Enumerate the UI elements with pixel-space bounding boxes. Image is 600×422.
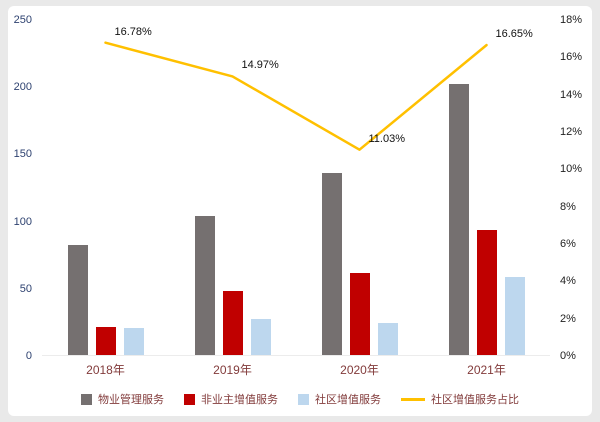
- legend-line-swatch: [401, 397, 425, 401]
- bar-社区增值服务: [250, 318, 271, 355]
- bar-物业管理服务: [194, 215, 215, 355]
- bar-group: [423, 20, 550, 355]
- left-axis-tick: 100: [13, 215, 32, 228]
- legend-label: 社区增值服务: [315, 394, 381, 406]
- legend-label: 非业主增值服务: [201, 394, 278, 406]
- right-axis-tick: 2%: [560, 312, 576, 325]
- right-axis-tick: 18%: [560, 14, 583, 26]
- legend-item-非业主增值服务: 非业主增值服务: [184, 391, 278, 407]
- legend: 物业管理服务 非业主增值服务 社区增值服务 社区增值服务占比: [8, 389, 592, 409]
- plot-area: 16.78% 14.97% 11.03% 16.65%: [42, 20, 550, 356]
- bar-非业主增值服务: [476, 230, 497, 355]
- legend-color-swatch: [184, 393, 195, 405]
- right-axis-tick: 4%: [560, 275, 576, 288]
- legend-color-swatch: [298, 393, 309, 405]
- chart-card: 0 50 100 150 200 250 0% 2% 4% 6% 8% 10% 12% 14% 16% 18…: [8, 6, 592, 416]
- line-point-label: 11.03%: [368, 132, 406, 145]
- left-axis-tick: 250: [13, 14, 32, 26]
- bar-非业主增值服务: [349, 273, 370, 355]
- right-axis: 0% 2% 4% 6% 8% 10% 12% 14% 16% 18%: [554, 14, 592, 362]
- right-axis-tick: 12%: [560, 126, 583, 138]
- legend-item-社区增值服务占比: 社区增值服务占比: [401, 391, 519, 407]
- legend-color-swatch: [81, 393, 92, 405]
- x-axis-label: 2020年: [340, 362, 379, 377]
- legend-item-社区增值服务: 社区增值服务: [298, 391, 381, 407]
- bar-非业主增值服务: [95, 326, 116, 355]
- bar-group: [169, 20, 296, 355]
- bar-group: [42, 20, 169, 355]
- bar-社区增值服务: [377, 322, 398, 355]
- left-axis-tick: 50: [19, 282, 32, 295]
- left-axis-tick: 0: [25, 350, 32, 362]
- left-axis: 0 50 100 150 200 250: [8, 14, 38, 362]
- line-point-label: 16.65%: [495, 28, 533, 41]
- left-axis-tick: 200: [13, 81, 32, 94]
- left-axis-tick: 150: [13, 148, 32, 161]
- bar-物业管理服务: [321, 172, 342, 355]
- legend-item-物业管理服务: 物业管理服务: [81, 391, 164, 407]
- x-axis: 2018年 2019年 2020年 2021年: [42, 358, 550, 380]
- right-axis-tick: 8%: [560, 200, 576, 213]
- x-axis-label: 2019年: [213, 362, 252, 377]
- x-axis-label: 2021年: [467, 362, 506, 377]
- line-point-label: 16.78%: [114, 25, 152, 38]
- bar-非业主增值服务: [222, 290, 243, 355]
- right-axis-tick: 16%: [560, 51, 583, 64]
- x-axis-label: 2018年: [86, 362, 125, 377]
- bar-物业管理服务: [448, 84, 469, 355]
- right-axis-tick: 10%: [560, 163, 583, 176]
- bar-社区增值服务: [504, 277, 525, 355]
- legend-label: 物业管理服务: [98, 394, 164, 406]
- bar-社区增值服务: [123, 328, 144, 355]
- line-point-label: 14.97%: [241, 59, 279, 72]
- legend-label: 社区增值服务占比: [431, 394, 519, 406]
- right-axis-tick: 14%: [560, 88, 583, 101]
- right-axis-tick: 6%: [560, 238, 576, 250]
- bar-物业管理服务: [67, 245, 88, 355]
- right-axis-tick: 0%: [560, 350, 576, 362]
- bar-group: [296, 20, 423, 355]
